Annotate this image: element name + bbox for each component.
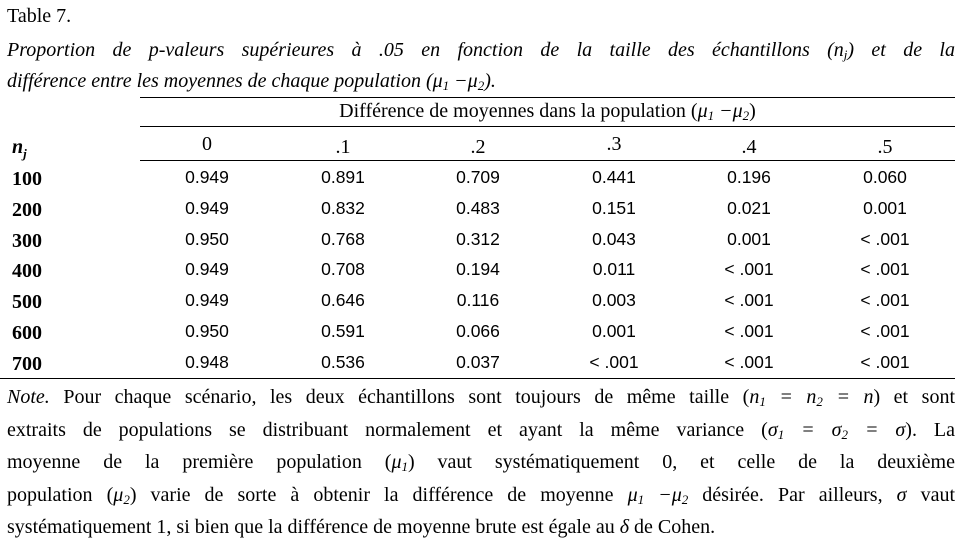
table-label: Table 7. bbox=[7, 5, 72, 27]
row-label: 400 bbox=[12, 260, 42, 283]
table-cell: 0.950 bbox=[185, 321, 229, 341]
table-cell: < .001 bbox=[860, 321, 910, 341]
note-line-5: systématiquement 1, si bien que la diffé… bbox=[7, 516, 716, 538]
table-cell: 0.949 bbox=[185, 167, 229, 187]
table-cell: 0.066 bbox=[456, 321, 500, 341]
table-cell: 0.001 bbox=[592, 321, 636, 341]
table-cell: 0.060 bbox=[863, 167, 907, 187]
table-cell: < .001 bbox=[860, 290, 910, 311]
note-line-2: extraits de populations se distribuant n… bbox=[7, 418, 955, 442]
column-spanner: Différence de moyennes dans la populatio… bbox=[339, 100, 756, 123]
row-label: 700 bbox=[12, 352, 42, 375]
table-cell: 0.116 bbox=[456, 290, 500, 311]
table-cell: 0.948 bbox=[185, 351, 229, 372]
column-header: .1 bbox=[335, 136, 351, 158]
table-cell: 0.950 bbox=[185, 228, 229, 249]
table-cell: < .001 bbox=[724, 351, 774, 372]
table-cell: 0.646 bbox=[321, 290, 365, 311]
column-header: .3 bbox=[606, 133, 622, 155]
column-header: .4 bbox=[741, 136, 757, 158]
table-cell: 0.483 bbox=[456, 197, 500, 218]
table-cell: 0.949 bbox=[185, 259, 229, 280]
table-cell: 0.011 bbox=[592, 259, 636, 280]
column-header: .5 bbox=[877, 136, 893, 158]
table-cell: 0.003 bbox=[592, 290, 636, 311]
table-caption: Proportion de p-valeurs supérieures à .0… bbox=[7, 35, 955, 97]
spanner-rule bbox=[140, 126, 955, 127]
table-cell: 0.709 bbox=[456, 167, 500, 187]
table-cell: 0.043 bbox=[592, 228, 636, 249]
table-cell: < .001 bbox=[860, 259, 910, 280]
table-cell: 0.037 bbox=[456, 351, 500, 372]
table-cell: 0.312 bbox=[456, 228, 500, 249]
row-label: 600 bbox=[12, 322, 42, 344]
table-cell: 0.891 bbox=[321, 167, 365, 187]
table-cell: 0.949 bbox=[185, 290, 229, 311]
table-cell: 0.151 bbox=[592, 197, 636, 218]
column-header: .2 bbox=[470, 136, 486, 158]
note-line-4: population (μ2) varie de sorte à obtenir… bbox=[7, 483, 956, 507]
table-cell: < .001 bbox=[724, 259, 774, 280]
row-label: 500 bbox=[12, 291, 42, 314]
row-label: 300 bbox=[12, 229, 42, 252]
table-cell: 0.591 bbox=[321, 321, 365, 341]
table-cell: 0.196 bbox=[727, 167, 771, 187]
table-cell: 0.441 bbox=[592, 167, 636, 187]
table-cell: 0.832 bbox=[321, 197, 365, 218]
table-cell: 0.708 bbox=[321, 259, 365, 280]
table-note: Note. Pour chaque scénario, les deux éch… bbox=[7, 381, 955, 544]
table-cell: 0.021 bbox=[727, 197, 771, 218]
table-cell: < .001 bbox=[860, 351, 910, 372]
table-cell: 0.536 bbox=[321, 351, 365, 372]
table-cell: 0.001 bbox=[727, 228, 771, 249]
table-cell: < .001 bbox=[589, 351, 639, 372]
table-cell: < .001 bbox=[860, 228, 910, 249]
header-rule bbox=[140, 160, 955, 161]
table-cell: < .001 bbox=[724, 290, 774, 311]
caption-line-2: différence entre les moyennes de chaque … bbox=[7, 70, 496, 93]
table-cell: 0.194 bbox=[456, 259, 500, 280]
note-line-3: moyenne de la première population (μ1) v… bbox=[7, 451, 955, 474]
table-cell: < .001 bbox=[724, 321, 774, 341]
top-rule bbox=[140, 97, 955, 98]
row-header: nj bbox=[12, 136, 27, 161]
bottom-rule bbox=[0, 378, 955, 379]
caption-line-1: Proportion de p-valeurs supérieures à .0… bbox=[7, 39, 955, 62]
column-header: 0 bbox=[202, 133, 212, 155]
table-cell: 0.949 bbox=[185, 197, 229, 218]
table-cell: 0.001 bbox=[863, 197, 907, 218]
row-label: 100 bbox=[12, 168, 42, 190]
table-cell: 0.768 bbox=[321, 228, 365, 249]
note-line-1: Note. Pour chaque scénario, les deux éch… bbox=[7, 386, 955, 409]
row-label: 200 bbox=[12, 198, 42, 221]
